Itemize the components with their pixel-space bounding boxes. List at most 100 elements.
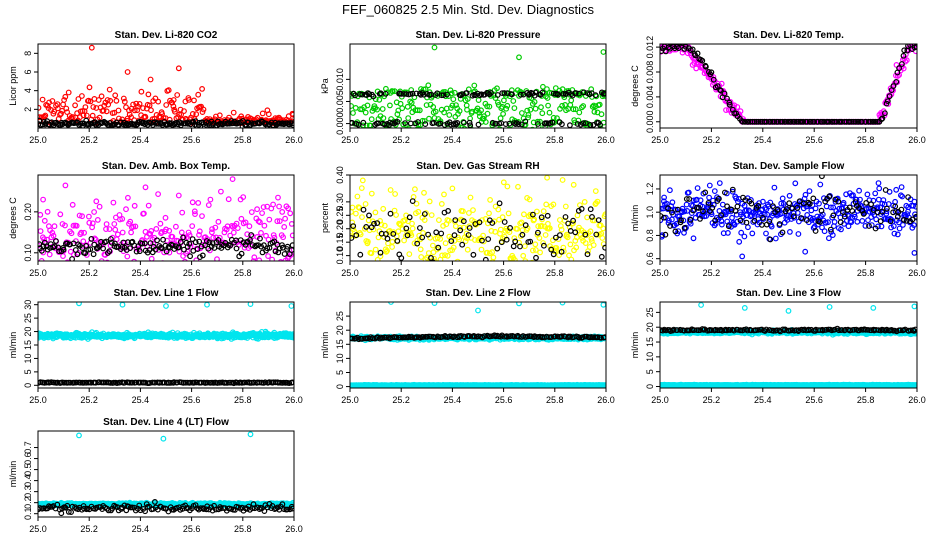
data-point xyxy=(136,100,143,107)
data-point xyxy=(557,223,564,229)
x-tick-label: 26.0 xyxy=(597,268,615,278)
data-point xyxy=(69,114,76,120)
data-point xyxy=(546,225,553,232)
data-point xyxy=(499,214,506,221)
data-point xyxy=(486,103,493,110)
data-point xyxy=(169,233,176,240)
data-point xyxy=(588,235,595,242)
data-point xyxy=(420,334,427,340)
data-point xyxy=(677,44,683,46)
data-point xyxy=(876,185,883,192)
data-point xyxy=(194,246,201,253)
data-point xyxy=(362,266,367,271)
data-point xyxy=(890,83,897,89)
data-point xyxy=(215,218,222,225)
data-point xyxy=(863,199,870,206)
x-tick-label: 26.0 xyxy=(908,135,926,145)
data-point xyxy=(425,250,432,257)
data-point xyxy=(160,236,167,243)
data-point xyxy=(502,121,509,127)
data-point xyxy=(878,223,885,230)
data-point xyxy=(868,201,874,208)
x-tick-label: 25.2 xyxy=(80,135,98,145)
data-point xyxy=(706,194,712,201)
x-tick-label: 25.8 xyxy=(857,268,875,278)
data-point xyxy=(494,245,501,252)
data-point xyxy=(666,39,671,44)
data-point xyxy=(527,238,534,245)
data-point xyxy=(859,217,866,224)
data-point xyxy=(498,333,504,340)
data-point xyxy=(898,184,905,191)
data-point xyxy=(108,239,115,246)
data-point xyxy=(60,246,67,253)
data-point xyxy=(91,209,97,215)
data-point xyxy=(415,208,422,215)
data-point xyxy=(565,89,572,96)
data-point xyxy=(196,231,202,238)
data-point xyxy=(518,121,525,128)
data-point xyxy=(803,217,810,224)
data-point xyxy=(106,86,113,93)
data-point xyxy=(350,219,356,226)
data-point xyxy=(248,209,255,216)
data-point xyxy=(387,187,394,193)
data-point xyxy=(417,246,424,253)
data-point xyxy=(860,210,867,217)
data-point xyxy=(471,333,478,340)
data-point xyxy=(489,258,496,261)
data-point xyxy=(521,211,527,218)
data-point xyxy=(103,108,110,115)
data-point xyxy=(687,216,694,223)
data-point xyxy=(751,118,758,125)
data-point xyxy=(898,192,904,199)
data-point xyxy=(107,97,114,104)
data-point xyxy=(96,203,103,210)
data-point xyxy=(405,115,412,121)
data-point xyxy=(259,110,266,117)
data-point xyxy=(568,97,575,104)
data-point xyxy=(526,196,533,203)
data-point xyxy=(909,216,916,223)
data-point xyxy=(558,226,565,233)
data-point xyxy=(721,90,728,97)
data-point xyxy=(170,97,177,103)
data-point xyxy=(514,225,521,232)
data-point xyxy=(772,235,779,242)
chart-panel: Stan. Dev. Li-820 Temp.25.0 25.2 25.4 25.6 2… xyxy=(630,30,926,145)
data-point xyxy=(558,248,565,255)
data-point xyxy=(112,226,119,233)
chart-panel: Stan. Dev. Amb. Box Temp.25.0 25.2 25.4 25.… xyxy=(8,161,303,278)
data-point xyxy=(75,96,82,102)
data-point xyxy=(741,233,748,240)
data-point xyxy=(229,176,236,183)
data-point xyxy=(199,109,206,115)
chart-title: Stan. Dev. Li-820 CO2 xyxy=(115,30,218,41)
data-point xyxy=(189,199,196,206)
data-point xyxy=(147,231,154,237)
data-point xyxy=(449,102,456,109)
y-tick-label: 0.20 xyxy=(335,220,345,238)
y-axis-label: ml/min xyxy=(8,332,18,359)
data-point xyxy=(51,108,58,115)
data-point xyxy=(380,115,387,121)
data-point xyxy=(350,103,354,109)
data-point xyxy=(399,105,406,112)
y-tick-label: 20 xyxy=(23,327,33,337)
data-point xyxy=(734,203,741,210)
data-point xyxy=(587,121,594,128)
data-point xyxy=(771,118,778,125)
data-point xyxy=(697,215,703,222)
data-point xyxy=(900,52,907,59)
data-point xyxy=(733,110,739,117)
data-point xyxy=(709,204,716,211)
data-point xyxy=(219,262,224,267)
data-point xyxy=(431,255,437,261)
data-point xyxy=(689,46,696,53)
data-point xyxy=(700,208,706,215)
data-point xyxy=(738,229,745,236)
data-point xyxy=(601,213,606,220)
data-point xyxy=(512,121,519,127)
